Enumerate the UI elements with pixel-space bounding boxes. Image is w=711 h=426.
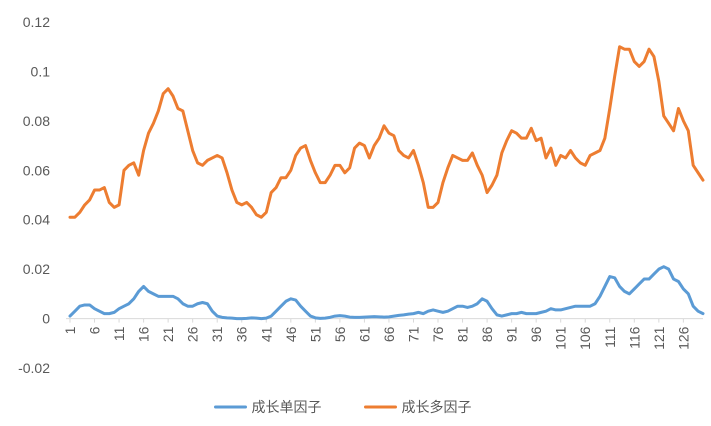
x-tick-label: 86 <box>479 326 495 342</box>
x-tick-label: 6 <box>87 326 103 334</box>
x-tick-label: 106 <box>577 326 593 350</box>
y-tick-label: 0 <box>42 311 50 327</box>
y-tick-label: 0.04 <box>23 212 50 228</box>
x-tick-label: 1 <box>62 326 78 334</box>
x-tick-label: 111 <box>602 326 618 347</box>
y-tick-label: 0.1 <box>31 63 51 79</box>
x-tick-label: 56 <box>332 326 348 342</box>
x-tick-label: 26 <box>185 326 201 342</box>
x-tick-label: 61 <box>356 326 372 342</box>
x-tick-label: 21 <box>160 326 176 342</box>
x-tick-label: 51 <box>307 326 323 342</box>
x-tick-label: 116 <box>626 326 642 349</box>
x-tick-label: 81 <box>455 326 471 342</box>
y-tick-label: 0.12 <box>23 14 50 30</box>
series-line <box>68 265 705 321</box>
x-tick-label: 41 <box>258 326 274 342</box>
x-tick-label: 126 <box>675 326 691 350</box>
y-tick-label: -0.02 <box>18 360 50 376</box>
x-tick-label: 96 <box>528 326 544 342</box>
series-line <box>68 45 705 219</box>
y-tick-label: 0.08 <box>23 113 50 129</box>
x-tick-label: 66 <box>381 326 397 342</box>
x-tick-label: 71 <box>405 326 421 342</box>
x-tick-label: 101 <box>553 326 569 350</box>
x-tick-label: 16 <box>136 326 152 342</box>
y-tick-label: 0.06 <box>23 162 50 178</box>
x-tick-label: 11 <box>111 326 127 341</box>
legend-label: 成长单因子 <box>252 399 322 415</box>
legend-label: 成长多因子 <box>402 399 472 415</box>
x-tick-label: 46 <box>283 326 299 342</box>
x-tick-label: 36 <box>234 326 250 342</box>
x-tick-label: 31 <box>209 326 225 342</box>
y-tick-label: 0.02 <box>23 261 50 277</box>
x-tick-label: 76 <box>430 326 446 342</box>
x-tick-label: 121 <box>651 326 667 350</box>
x-tick-label: 91 <box>504 326 520 342</box>
